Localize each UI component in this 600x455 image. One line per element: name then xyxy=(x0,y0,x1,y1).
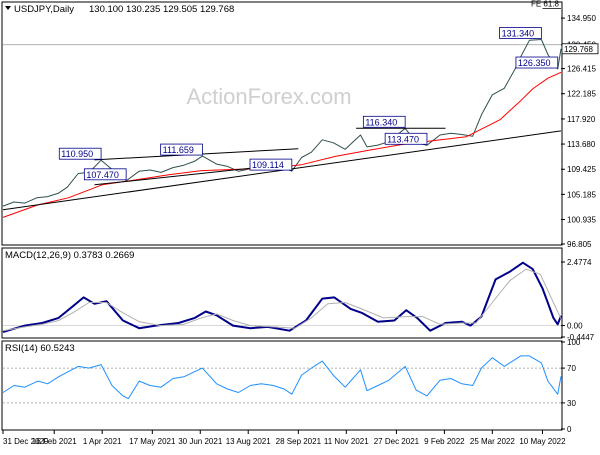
price-pane-frame xyxy=(1,1,563,246)
y-tick-label: 100 xyxy=(567,338,581,347)
x-tick-label: 28 Sep 2021 xyxy=(276,437,322,446)
annotation-label: 110.950 xyxy=(61,149,93,159)
x-tick-label: 30 Jun 2021 xyxy=(178,437,223,446)
y-tick-label: 122.185 xyxy=(567,90,596,99)
x-tick-label: 17 May 2021 xyxy=(129,437,176,446)
x-tick-label: 9 Feb 2022 xyxy=(424,437,465,446)
x-tick-label: 27 Dec 2021 xyxy=(374,437,420,446)
x-tick-label: 31 Dec 2020 xyxy=(3,437,49,446)
x-tick-label: 16 Feb 2021 xyxy=(32,437,77,446)
x-tick-label: 13 Aug 2021 xyxy=(226,437,271,446)
annotation-label: 109.114 xyxy=(252,160,284,170)
y-tick-label: 70 xyxy=(567,364,576,373)
annotation-label: 131.340 xyxy=(502,28,535,38)
y-tick-label: 0 xyxy=(567,425,572,434)
last-price-label: 129.768 xyxy=(564,45,593,54)
x-tick-label: 1 Apr 2021 xyxy=(83,437,122,446)
y-tick-label: 2.4774 xyxy=(567,258,592,267)
y-tick-label: 96.805 xyxy=(567,240,592,249)
rsi-grid xyxy=(3,367,561,404)
price-plot: FE 61.8 110.950 107.470 111.659 109.114 116.3… xyxy=(2,0,562,218)
y-tick-label: 109.425 xyxy=(567,165,596,174)
y-tick-label: -0.4447 xyxy=(567,333,595,342)
last-price-marker xyxy=(561,43,599,55)
rsi-plot xyxy=(2,355,562,400)
macd-title: MACD(12,26,9) 0.3783 0.2669 xyxy=(5,250,134,261)
y-tick-label: 100.935 xyxy=(567,216,596,225)
y-tick-label: 0.00 xyxy=(567,322,583,331)
header: USDJPY,Daily 130.100 130.235 129.505 129… xyxy=(5,4,234,15)
y-tick-label: 126.415 xyxy=(567,65,596,74)
watermark: ActionForex.com xyxy=(186,84,351,109)
y-axis-labels: 134.950130.450126.415122.185117.920113.6… xyxy=(561,14,599,434)
rsi-pane-frame xyxy=(1,340,563,431)
collapse-triangle-icon xyxy=(5,6,11,10)
series-rsi xyxy=(2,355,562,400)
y-tick-label: 134.950 xyxy=(567,14,596,23)
annotation-label: 113.470 xyxy=(387,134,419,144)
y-tick-label: 30 xyxy=(567,399,576,408)
macd-plot xyxy=(2,261,562,333)
x-tick-label: 11 Nov 2021 xyxy=(324,437,369,446)
annotation-box xyxy=(160,143,203,156)
x-tick-label: 10 May 2022 xyxy=(519,437,566,446)
fib-level-label: FE 61.8 xyxy=(531,0,560,9)
series-moving-average xyxy=(2,71,562,218)
annotation-box xyxy=(83,168,127,181)
annotation-label: 116.340 xyxy=(365,117,397,127)
annotation-label: 111.659 xyxy=(163,145,194,155)
annotation-box xyxy=(362,115,406,128)
y-tick-label: 113.680 xyxy=(567,140,596,149)
series-trend-lower xyxy=(94,164,279,186)
annotation-label: 107.470 xyxy=(86,170,119,180)
macd-pane-frame xyxy=(1,247,563,339)
y-tick-label: 117.920 xyxy=(567,115,596,124)
annotation-box xyxy=(499,27,542,39)
symbol-title: USDJPY,Daily xyxy=(14,4,74,15)
rsi-title: RSI(14) 60.5243 xyxy=(5,343,75,354)
ohlc-values: 130.100 130.235 129.505 129.768 xyxy=(89,4,234,15)
annotation-box xyxy=(58,147,102,160)
x-tick-label: 25 Mar 2022 xyxy=(470,437,515,446)
series-signal xyxy=(2,268,562,332)
annotation-box xyxy=(249,158,293,171)
annotation-label: 126.350 xyxy=(518,58,551,68)
y-tick-label: 105.185 xyxy=(567,190,596,199)
annotation-box xyxy=(384,132,428,145)
annotation-box xyxy=(515,56,559,69)
